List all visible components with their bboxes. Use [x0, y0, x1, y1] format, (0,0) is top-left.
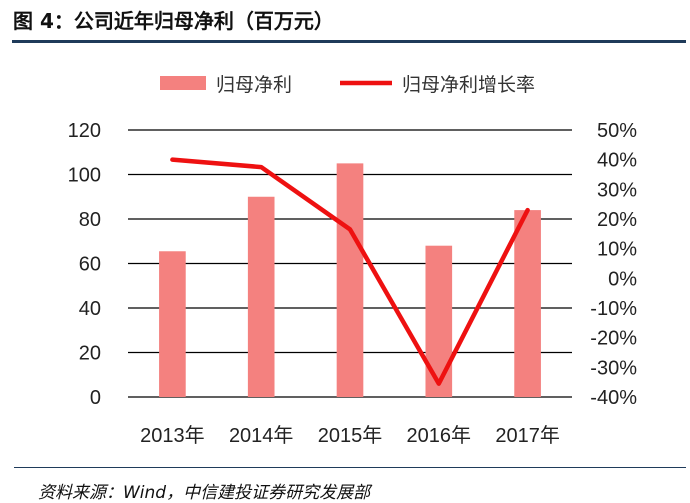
x-tick-label: 2016年 — [407, 424, 472, 447]
left-tick-label: 80 — [79, 209, 101, 231]
right-tick-label: -20% — [590, 328, 637, 350]
figure-title: 图 4：公司近年归母净利（百万元） — [13, 9, 334, 33]
right-tick-label: 20% — [597, 209, 637, 231]
legend-label: 归母净利增长率 — [402, 74, 535, 96]
right-tick-label: -40% — [590, 387, 637, 409]
left-tick-label: 40 — [79, 298, 101, 320]
legend: 归母净利 归母净利增长率 — [160, 74, 535, 96]
source-rule — [14, 467, 686, 468]
x-tick-label: 2014年 — [229, 424, 294, 447]
title-rule — [12, 40, 686, 43]
bar — [425, 245, 453, 397]
right-tick-label: 10% — [597, 239, 637, 261]
left-tick-label: 120 — [68, 120, 101, 142]
source-note: 资料来源：Wind，中信建投证券研究发展部 — [38, 483, 371, 503]
bar — [247, 196, 275, 397]
x-tick-label: 2013年 — [140, 424, 205, 447]
combo-chart: 归母净利 归母净利增长率 0 20 40 60 80 100 120 -40% -30% -20%… — [68, 74, 638, 447]
legend-label: 归母净利 — [216, 74, 292, 96]
bar-series — [159, 163, 541, 397]
line-series — [170, 157, 530, 386]
right-tick-label: -30% — [590, 357, 637, 379]
left-tick-label: 60 — [79, 254, 101, 276]
right-axis-ticks: -40% -30% -20% -10% 0% 10% 20% 30% 40% 50% — [590, 120, 637, 409]
bar — [336, 163, 364, 397]
left-tick-label: 100 — [68, 165, 101, 187]
left-tick-label: 20 — [79, 343, 101, 365]
left-axis-ticks: 0 20 40 60 80 100 120 — [68, 120, 101, 409]
left-tick-label: 0 — [90, 387, 101, 409]
right-tick-label: -10% — [590, 298, 637, 320]
right-tick-label: 30% — [597, 179, 637, 201]
x-axis-ticks: 2013年 2014年 2015年 2016年 2017年 — [140, 424, 560, 447]
right-tick-label: 40% — [597, 150, 637, 172]
x-tick-label: 2015年 — [318, 424, 383, 447]
right-tick-label: 50% — [597, 120, 637, 142]
bar — [159, 251, 186, 397]
bar — [514, 210, 541, 397]
right-tick-label: 0% — [608, 268, 637, 290]
growth-line — [170, 157, 530, 386]
legend-swatch-bar — [160, 76, 206, 90]
x-tick-label: 2017年 — [495, 424, 560, 447]
